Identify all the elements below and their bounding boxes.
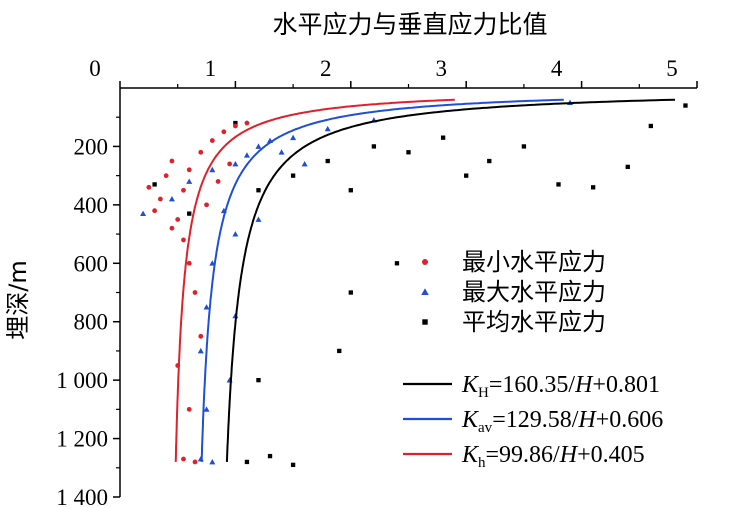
data-point: [255, 143, 262, 149]
data-point: [168, 196, 175, 202]
data-point: [244, 459, 250, 465]
data-point: [227, 161, 233, 167]
y-tick-label: 600: [74, 251, 109, 276]
axes: 0 1 2 3 4 5 200 400 600 800 1 000 1 200 1 400: [56, 56, 698, 508]
data-point: [181, 187, 186, 193]
legend-label: 最小水平应力: [462, 248, 606, 276]
data-point: [186, 406, 192, 412]
data-point: [198, 149, 204, 155]
data-point: [556, 182, 561, 187]
data-point: [186, 178, 193, 184]
data-point: [163, 173, 169, 179]
data-point: [256, 377, 261, 383]
data-point: [233, 123, 238, 129]
data-point: [186, 260, 192, 266]
data-point: [278, 149, 285, 155]
data-point: [181, 456, 186, 462]
x-tick-label: 4: [551, 56, 563, 81]
data-point: [256, 188, 261, 193]
data-point: [683, 103, 688, 108]
data-point: [209, 166, 216, 173]
legend-label: 平均水平应力: [462, 308, 606, 336]
data-point: [233, 120, 238, 126]
data-point: [290, 462, 296, 468]
data-point: [348, 290, 353, 295]
data-point: [232, 231, 239, 237]
data-point: [348, 188, 353, 193]
x-tick-label: 5: [666, 56, 678, 81]
y-tick-label: 1 000: [56, 368, 108, 393]
data-point: [590, 185, 596, 190]
x-tick-label: 2: [320, 56, 332, 81]
data-point: [152, 182, 157, 187]
y-axis-label: 埋深/m: [4, 260, 32, 339]
data-point: [181, 237, 186, 243]
data-point: [209, 138, 215, 143]
data-point: [244, 120, 250, 126]
data-point: [157, 196, 163, 202]
data-point: [152, 208, 158, 214]
legend-marker: [422, 319, 428, 325]
data-point: [215, 179, 221, 184]
data-point: [221, 129, 227, 135]
data-point: [337, 348, 342, 354]
y-tick-label: 800: [74, 310, 109, 335]
data-point: [625, 164, 630, 170]
series-circle: [146, 120, 250, 465]
plot-area: [140, 98, 688, 468]
data-point: [186, 167, 192, 173]
data-point: [192, 459, 198, 465]
x-tick-label: 1: [205, 56, 217, 81]
fit-line-KH: [225, 98, 676, 462]
data-point: [371, 144, 377, 149]
legend-marker: [422, 259, 428, 265]
fit-line-Kav: [200, 98, 564, 462]
data-point: [197, 347, 204, 354]
series-square: [152, 103, 688, 468]
data-point: [521, 144, 527, 149]
fit-line-Kh: [174, 98, 455, 462]
data-point: [325, 158, 330, 164]
data-point: [169, 225, 175, 231]
legend-marker: [421, 288, 429, 295]
data-point: [440, 135, 446, 140]
data-point: [204, 202, 209, 208]
data-point: [406, 150, 411, 155]
y-tick-label: 1 200: [56, 427, 108, 452]
data-point: [301, 160, 308, 167]
data-point: [209, 458, 216, 465]
chart-title: 水平应力与垂直应力比值: [272, 10, 547, 39]
data-point: [243, 152, 250, 158]
data-point: [198, 333, 204, 339]
legend-equation: Kh=99.86/H+0.405: [461, 442, 645, 471]
data-point: [394, 261, 400, 266]
y-tick-label: 400: [74, 193, 109, 218]
x-tick-label: 3: [435, 56, 447, 81]
legend-equation: KH=160.35/H+0.801: [461, 372, 660, 401]
data-point: [255, 216, 262, 222]
data-point: [290, 173, 296, 178]
data-point: [146, 184, 152, 190]
legend-label: 最大水平应力: [462, 278, 606, 306]
data-point: [232, 160, 239, 167]
y-tick-label: 200: [74, 134, 109, 159]
data-point: [648, 123, 653, 129]
x-tick-label: 0: [89, 56, 101, 81]
data-point: [187, 211, 192, 216]
data-point: [487, 158, 492, 164]
data-point: [267, 453, 273, 459]
y-tick-label: 1 400: [56, 485, 108, 508]
legend-equation: Kav=129.58/H+0.606: [461, 407, 663, 436]
data-point: [324, 125, 331, 132]
data-point: [169, 158, 175, 164]
data-point: [290, 134, 297, 141]
data-point: [203, 304, 210, 310]
data-point: [140, 210, 147, 217]
data-point: [175, 217, 181, 222]
data-point: [464, 173, 469, 178]
data-point: [203, 406, 210, 412]
data-point: [192, 290, 198, 295]
